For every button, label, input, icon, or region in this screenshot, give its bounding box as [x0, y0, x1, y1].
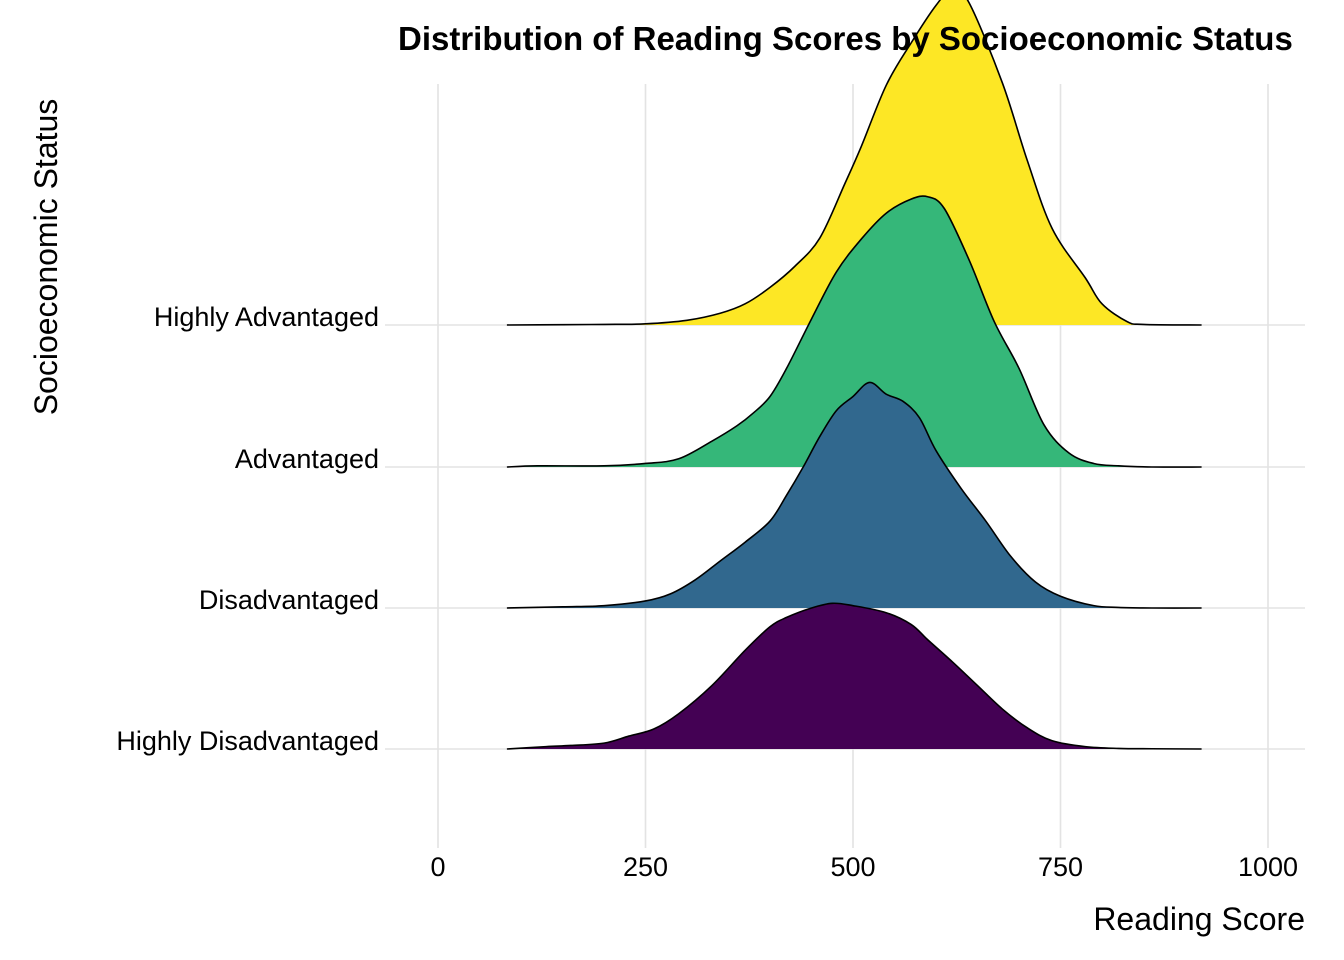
- ridge-area-highly-advantaged: [506, 0, 1202, 325]
- ridges: [506, 0, 1202, 750]
- chart-title: Distribution of Reading Scores by Socioe…: [398, 20, 1293, 57]
- ridge-outline-highly-advantaged: [506, 0, 1202, 326]
- ridge-area-disadvantaged: [506, 382, 1202, 609]
- x-axis-title: Reading Score: [1093, 901, 1305, 937]
- ridge-area-advantaged: [506, 196, 1202, 468]
- y-tick-label-highly-advantaged: Highly Advantaged: [154, 302, 379, 332]
- x-tick-label-250: 250: [623, 852, 668, 882]
- ridge-outline-highly-disadvantaged: [506, 602, 1202, 750]
- x-tick-label-750: 750: [1038, 852, 1083, 882]
- x-tick-labels: 0 250 500 750 1000: [430, 852, 1298, 882]
- y-tick-label-disadvantaged: Disadvantaged: [199, 585, 379, 615]
- x-tick-label-500: 500: [830, 852, 875, 882]
- y-axis-title: Socioeconomic Status: [28, 99, 64, 416]
- y-tick-label-advantaged: Advantaged: [235, 444, 379, 474]
- ridge-outline-advantaged: [506, 195, 1202, 468]
- y-tick-labels: Highly Disadvantaged Disadvantaged Advanta…: [116, 302, 379, 756]
- y-tick-label-highly-disadvantaged: Highly Disadvantaged: [116, 726, 379, 756]
- ridge-outline-disadvantaged: [506, 381, 1202, 609]
- x-tick-label-0: 0: [430, 852, 445, 882]
- x-tick-label-1000: 1000: [1238, 852, 1298, 882]
- ridge-area-highly-disadvantaged: [506, 603, 1202, 749]
